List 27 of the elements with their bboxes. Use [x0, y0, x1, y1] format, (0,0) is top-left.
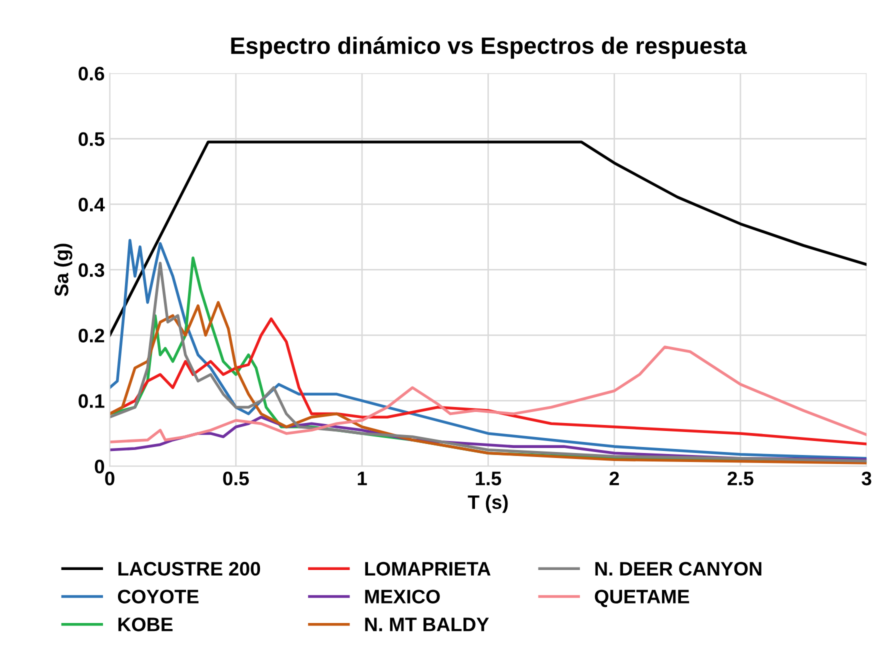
y-tick-label: 0.5	[78, 132, 104, 146]
legend-label: N. DEER CANYON	[595, 562, 762, 576]
x-tick-label: 3	[862, 472, 872, 486]
line-series	[110, 140, 867, 337]
y-tick-label: 0.1	[78, 394, 104, 408]
line-series	[110, 346, 867, 444]
x-tick-label: 0.5	[223, 472, 249, 486]
x-tick-label: 2.5	[728, 472, 754, 486]
x-tick-label: 2	[610, 472, 619, 486]
y-tick-label: 0.4	[78, 198, 105, 212]
y-axis-title: Sa (g)	[54, 244, 72, 296]
x-tick-label: 1.5	[476, 472, 502, 486]
legend-label: COYOTE	[118, 590, 198, 604]
x-axis-title: T (s)	[468, 494, 508, 513]
chart-title: Espectro dinámico vs Espectros de respuesta	[231, 36, 747, 59]
y-tick-label: 0.3	[78, 263, 104, 277]
y-tick-label: 0.2	[78, 328, 104, 342]
legend-label: N. MT BALDY	[365, 618, 489, 632]
y-tick-label: 0.6	[78, 66, 104, 80]
legend-label: KOBE	[118, 618, 173, 632]
legend-label: LACUSTRE 200	[118, 562, 260, 576]
y-tick-label: 0	[94, 460, 104, 474]
legend-label: LOMAPRIETA	[365, 562, 491, 576]
x-tick-label: 0	[105, 472, 114, 486]
x-tick-label: 1	[358, 472, 367, 486]
legend-label: QUETAME	[594, 590, 690, 608]
legend-label: MEXICO	[365, 590, 440, 604]
